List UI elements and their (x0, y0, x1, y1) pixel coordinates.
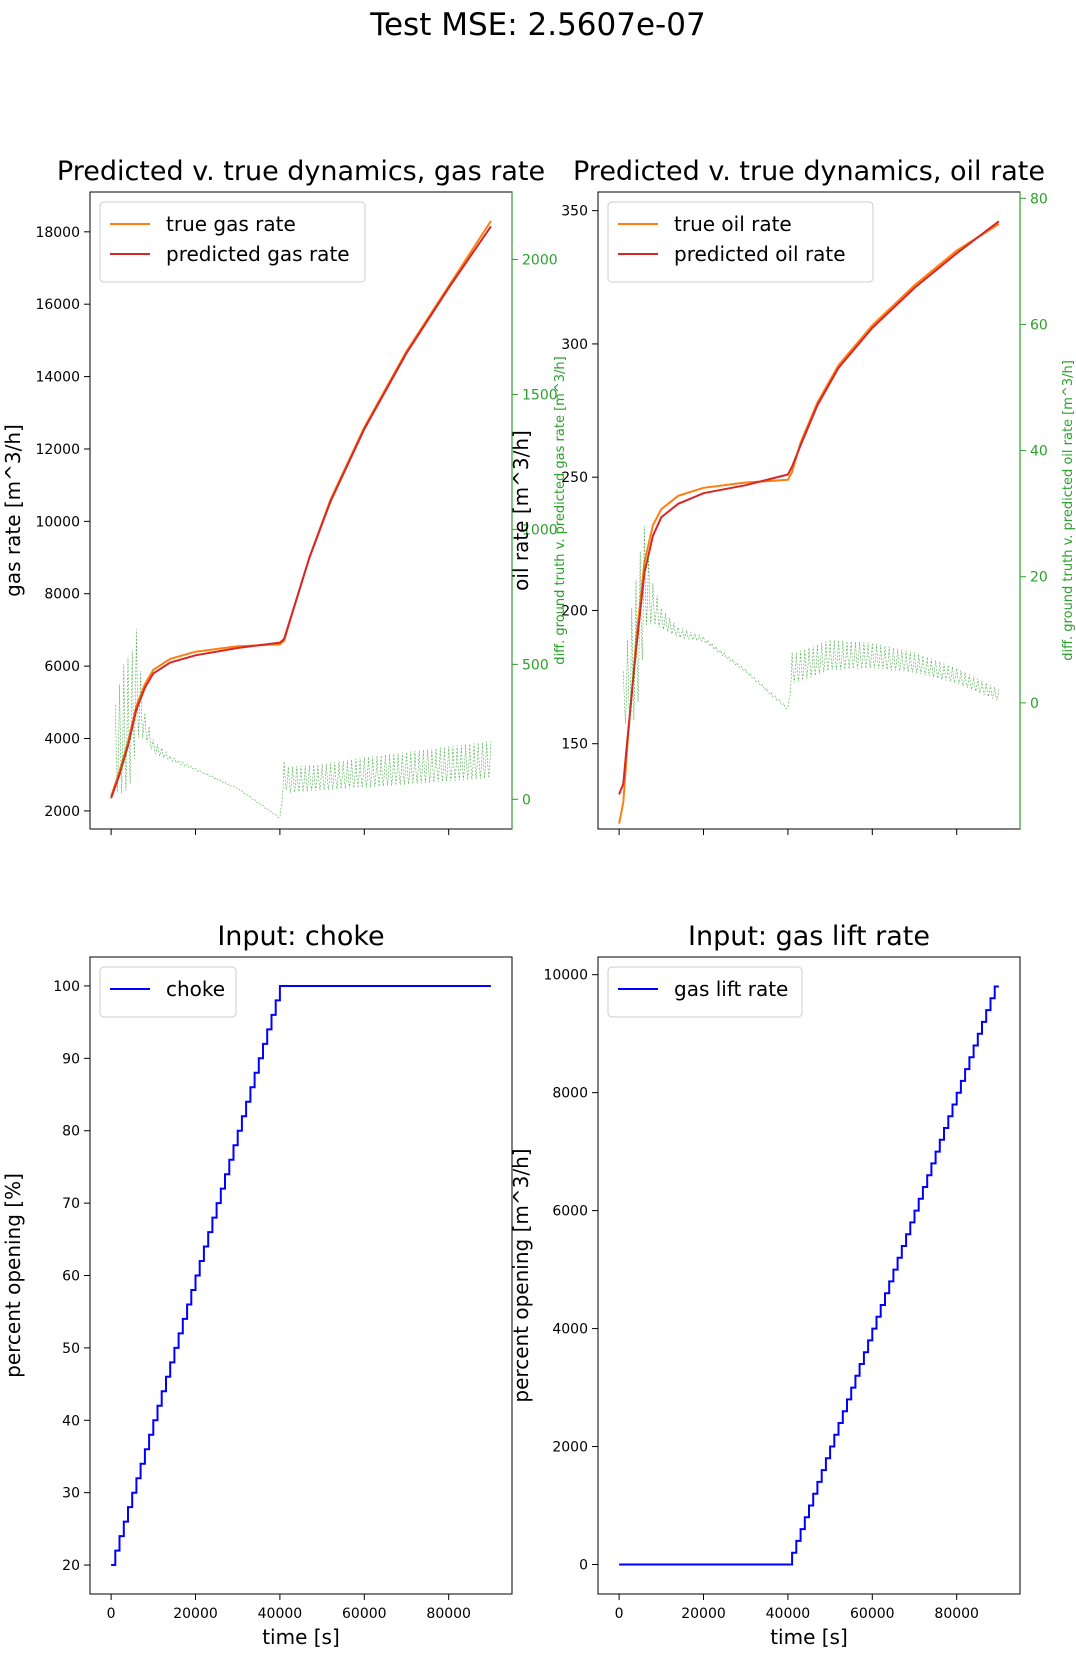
axes-frame (597, 956, 1021, 1595)
legend: true gas rate predicted gas rate (99, 201, 366, 283)
series-true-line (110, 220, 492, 797)
y-tick-label: 16000 (35, 297, 80, 313)
y-tick-label: 18000 (35, 225, 80, 241)
x-tick-label: 60000 (850, 1606, 895, 1622)
chart-gas: Predicted v. true dynamics, gas rate 2000… (1, 156, 568, 835)
plot-area (619, 985, 999, 1566)
y2-tick-label: 60 (1030, 317, 1048, 333)
plot-area (110, 220, 492, 818)
series-diff-line (623, 526, 1000, 728)
chart-title: Input: gas lift rate (688, 921, 930, 952)
y-tick-label: 10000 (35, 514, 80, 530)
series-pred-line (110, 225, 492, 799)
x-tick-label: 80000 (426, 1606, 471, 1622)
y-tick-label: 4000 (552, 1322, 588, 1338)
y-tick-label: 40 (62, 1413, 80, 1429)
legend-box (607, 201, 874, 283)
legend: true oil rate predicted oil rate (607, 201, 874, 283)
x-tick-label: 0 (107, 1606, 116, 1622)
y-tick-label: 2000 (552, 1440, 588, 1456)
y-tick-label: 50 (62, 1341, 80, 1357)
y-tick-label: 80 (62, 1124, 80, 1140)
x-tick-label: 80000 (934, 1606, 979, 1622)
x-tick-label: 60000 (342, 1606, 387, 1622)
legend-label: predicted gas rate (166, 242, 350, 266)
y2-tick-label: 0 (1030, 696, 1039, 712)
y-axis-label: gas rate [m^3/h] (1, 424, 25, 597)
chart-title: Input: choke (217, 921, 384, 952)
y2-axis-label: diff. ground truth v. predicted oil rate… (1061, 360, 1076, 661)
y-tick-label: 2000 (44, 804, 80, 820)
legend: gas lift rate (607, 966, 803, 1018)
series-input-line (111, 985, 491, 1566)
legend-box (607, 966, 803, 1018)
y-tick-label: 150 (561, 737, 588, 753)
series-pred-line (618, 220, 1000, 795)
plot-area (111, 985, 491, 1566)
y2-tick-label: 0 (522, 792, 531, 808)
legend-box (99, 201, 366, 283)
chart-panels: Predicted v. true dynamics, gas rate2000… (1, 156, 1076, 1649)
y-tick-label: 60 (62, 1269, 80, 1285)
y-tick-label: 200 (561, 603, 588, 619)
y-tick-label: 250 (561, 470, 588, 486)
y-tick-label: 300 (561, 337, 588, 353)
y-tick-label: 20 (62, 1558, 80, 1574)
y2-tick-label: 40 (1030, 444, 1048, 460)
series-diff-line (115, 629, 492, 818)
chart-choke: Input: choke 0 20000 40000 60000 80000 20 30 40 5… (1, 921, 513, 1649)
y-tick-label: 30 (62, 1486, 80, 1502)
y-tick-label: 90 (62, 1051, 80, 1067)
y2-tick-label: 80 (1030, 191, 1048, 207)
x-tick-label: 40000 (258, 1606, 303, 1622)
legend-label: true gas rate (166, 212, 296, 236)
y-tick-label: 100 (53, 979, 80, 995)
figure-title: Test MSE: 2.5607e-07 (369, 7, 705, 43)
y-tick-label: 14000 (35, 370, 80, 386)
y-tick-label: 12000 (35, 442, 80, 458)
y-axis-label: percent opening [m^3/h] (509, 1148, 533, 1402)
x-axis-label: time [s] (262, 1625, 340, 1649)
y-tick-label: 350 (561, 204, 588, 220)
legend-label: true oil rate (674, 212, 792, 236)
chart-oil: Predicted v. true dynamics, oil rate 150 2… (509, 156, 1076, 835)
y-tick-label: 10000 (543, 968, 588, 984)
y2-axis-label: diff. ground truth v. predicted gas rate… (553, 356, 568, 664)
y-tick-label: 6000 (552, 1204, 588, 1220)
y2-tick-label: 1500 (522, 387, 558, 403)
legend-box (99, 966, 237, 1018)
chart-title: Predicted v. true dynamics, oil rate (573, 156, 1045, 187)
y-tick-label: 8000 (44, 587, 80, 603)
y2-tick-label: 20 (1030, 570, 1048, 586)
y2-tick-label: 1000 (522, 522, 558, 538)
y-tick-label: 6000 (44, 659, 80, 675)
y-tick-label: 70 (62, 1196, 80, 1212)
y2-tick-label: 500 (522, 657, 549, 673)
legend-label: predicted oil rate (674, 242, 846, 266)
y-axis-label: percent opening [%] (1, 1173, 25, 1378)
x-tick-label: 40000 (766, 1606, 811, 1622)
y-axis-label: oil rate [m^3/h] (509, 430, 533, 591)
series-input-line (619, 985, 999, 1566)
legend-label: gas lift rate (674, 977, 788, 1001)
y-tick-label: 0 (579, 1558, 588, 1574)
axes-frame (89, 956, 513, 1595)
legend-label: choke (166, 977, 225, 1001)
x-tick-label: 0 (615, 1606, 624, 1622)
y-tick-label: 4000 (44, 732, 80, 748)
legend: choke (99, 966, 237, 1018)
chart-title: Predicted v. true dynamics, gas rate (57, 156, 545, 187)
plot-area (618, 220, 1000, 824)
series-true-line (618, 223, 1000, 824)
x-axis-label: time [s] (770, 1625, 848, 1649)
y2-tick-label: 2000 (522, 252, 558, 268)
x-tick-label: 20000 (681, 1606, 726, 1622)
x-tick-label: 20000 (173, 1606, 218, 1622)
y-tick-label: 8000 (552, 1086, 588, 1102)
